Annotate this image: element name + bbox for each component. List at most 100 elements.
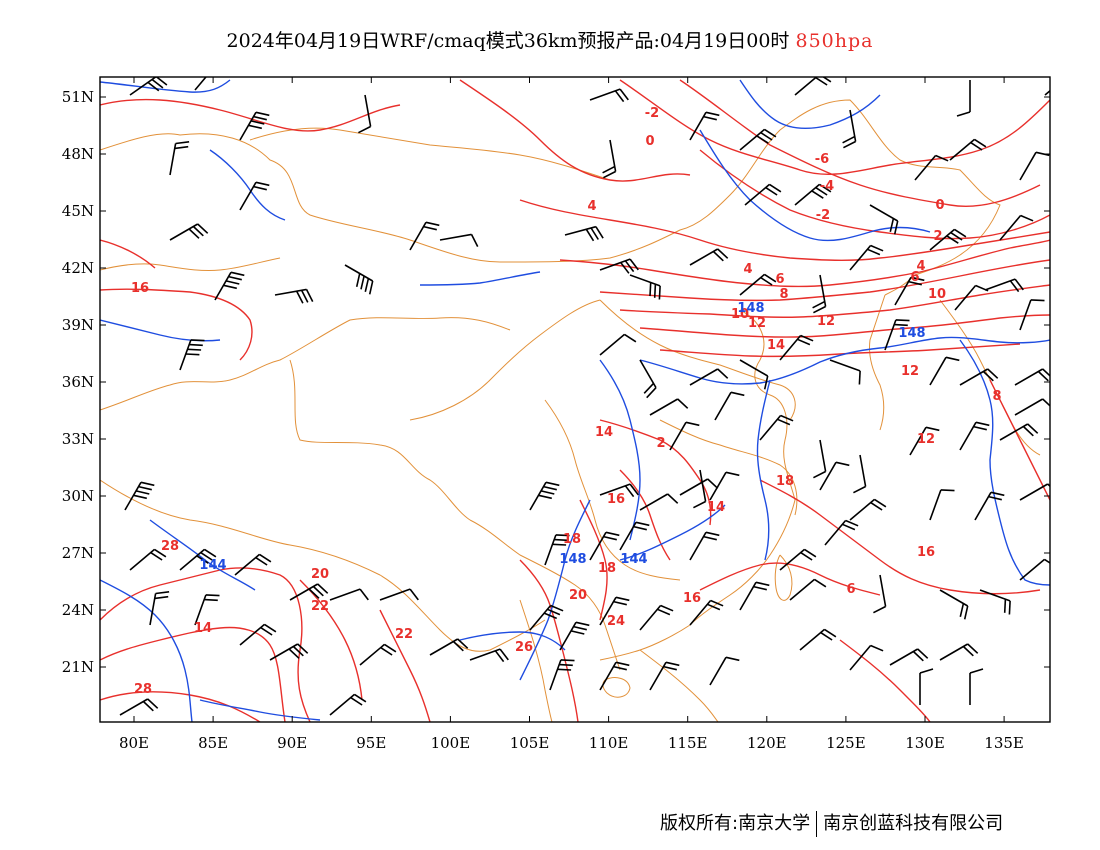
wind-barb <box>693 469 707 509</box>
temperature-contour-label: 6 <box>846 582 855 597</box>
wind-barb <box>429 638 469 656</box>
wind-barb <box>884 319 910 351</box>
isotherm-line <box>839 639 931 722</box>
wind-barb <box>709 471 740 501</box>
lat-tick-label: 48N <box>62 145 94 163</box>
wind-barb <box>956 80 971 117</box>
wind-barb <box>779 548 817 571</box>
lat-tick-label: 45N <box>62 202 94 220</box>
height-contour-label: 148 <box>559 552 586 567</box>
wind-barb <box>689 599 724 626</box>
isotherm-line <box>639 314 1050 338</box>
boundary-korea <box>869 294 886 431</box>
height-contour <box>959 339 1050 586</box>
temperature-contour-label: 14 <box>707 500 725 515</box>
wind-barb <box>853 454 867 494</box>
boundary-hainan <box>602 677 631 698</box>
temperature-contour-label: 22 <box>395 627 413 642</box>
wind-barb <box>239 181 270 211</box>
isotherm-line <box>379 609 431 722</box>
wind-barb <box>149 591 170 626</box>
title-text: 2024年04月19日WRF/cmaq模式36km预报产品:04月19日00时 <box>226 30 790 52</box>
map-frame <box>99 76 1051 723</box>
wind-barb <box>974 491 1005 521</box>
temperature-contour-label: 16 <box>917 545 935 560</box>
temperature-contour-label: 12 <box>917 432 935 447</box>
temperature-contour-label: 28 <box>161 539 179 554</box>
latitude-axis: 51N 48N 45N 42N 39N 36N 33N 30N 27N 24N 21N <box>62 88 94 676</box>
wind-barb <box>689 531 720 561</box>
boundary-coast <box>599 309 796 661</box>
temperature-contour-label: 18 <box>776 474 794 489</box>
wind-barb <box>959 421 990 451</box>
temperature-contour-label: 6 <box>775 272 784 287</box>
isotherm-line <box>579 499 608 621</box>
height-contour <box>519 499 591 681</box>
isotherm-line <box>759 479 1041 595</box>
temperature-contour-label: 12 <box>901 364 919 379</box>
temperature-contour-label: 2 <box>656 436 665 451</box>
wind-barb <box>794 183 832 206</box>
wind-barb <box>849 498 887 521</box>
height-contour <box>639 336 1050 385</box>
boundary-mongolia <box>249 127 611 181</box>
isotherm-line <box>100 626 286 722</box>
wind-barb <box>358 94 372 134</box>
wind-barb <box>599 483 639 498</box>
wind-barb <box>529 604 564 631</box>
lat-tick-label: 51N <box>62 88 94 106</box>
wind-barb <box>329 693 367 716</box>
temperature-contour-label: 14 <box>194 621 212 636</box>
wind-barb <box>124 481 155 511</box>
wind-barb <box>599 596 630 626</box>
wind-barb <box>129 77 168 96</box>
wind-barb <box>849 244 884 271</box>
temperature-contour-label: 4 <box>916 259 925 274</box>
temperature-contour-label: 24 <box>607 614 625 629</box>
wind-barb <box>599 333 637 356</box>
wind-barb <box>194 77 207 91</box>
wind-barb <box>274 288 314 304</box>
temperature-contour-label: 16 <box>683 591 701 606</box>
wind-barb <box>949 138 987 161</box>
isotherm-line <box>599 419 712 526</box>
isotherm-line <box>519 199 1050 262</box>
temperature-contour-label: 10 <box>731 307 749 322</box>
wind-barb <box>239 111 270 141</box>
height-labels: 148 148 148 144 144 <box>199 301 925 573</box>
height-contour <box>100 579 193 722</box>
boundary-province-2 <box>409 299 601 421</box>
boundary-province-5 <box>599 299 796 421</box>
wind-barb <box>1019 558 1050 581</box>
height-contour <box>699 129 931 242</box>
height-contour-label: 148 <box>737 301 764 316</box>
isotherm-line <box>679 79 1041 207</box>
temperature-contour-label: 18 <box>563 532 581 547</box>
wind-barb <box>1014 398 1050 416</box>
wind-barb <box>409 221 440 251</box>
lat-tick-label: 27N <box>62 544 94 562</box>
temperature-contour-label: 2 <box>933 229 942 244</box>
temperature-contour-label: -2 <box>816 208 830 223</box>
wind-barb <box>744 183 782 206</box>
wind-barb <box>329 588 369 601</box>
wind-barb <box>439 233 479 247</box>
wind-barb <box>689 248 729 266</box>
wind-barb <box>929 228 967 251</box>
height-contour-label: 148 <box>898 326 925 341</box>
lon-tick-label: 130E <box>905 734 945 752</box>
wind-barb <box>819 461 850 491</box>
wind-barbs <box>119 77 1050 716</box>
copyright-left: 版权所有:南京大学 <box>660 813 811 834</box>
wind-barb <box>873 574 887 614</box>
wind-barb <box>639 359 657 399</box>
lon-tick-label: 125E <box>826 734 866 752</box>
height-contour <box>599 359 641 541</box>
wind-barb <box>529 481 560 511</box>
wind-barb <box>559 621 590 651</box>
chart-title: 2024年04月19日WRF/cmaq模式36km预报产品:04月19日00时 … <box>0 26 1100 53</box>
lat-tick-label: 39N <box>62 316 94 334</box>
temperature-contour-label: -6 <box>815 152 829 167</box>
wind-barb <box>629 274 661 300</box>
wind-barb <box>714 391 745 421</box>
